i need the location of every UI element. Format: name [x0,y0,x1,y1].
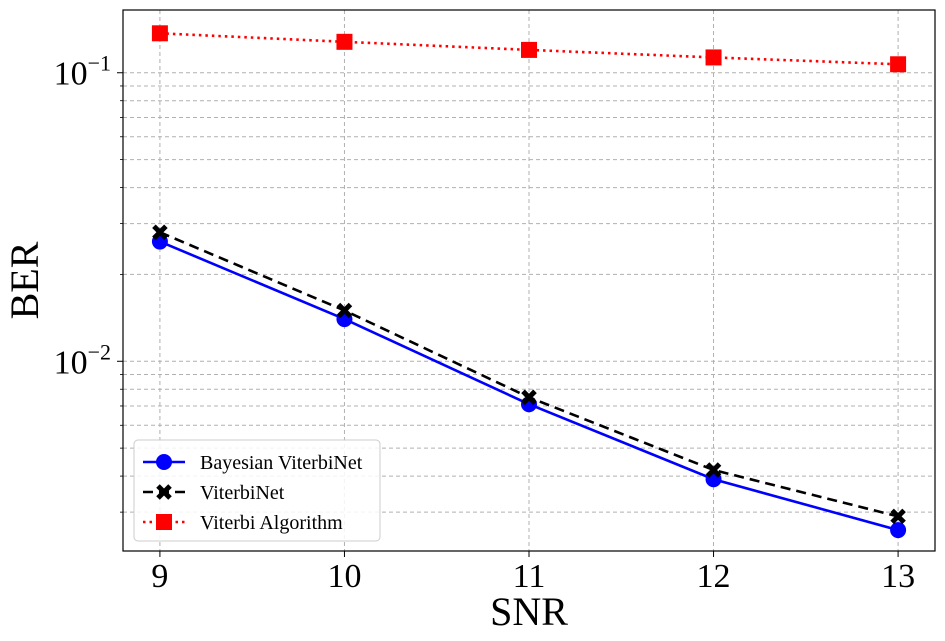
data-point [890,56,907,73]
data-point [890,522,907,539]
data-point [151,25,168,42]
data-point [152,224,168,241]
legend-item: Bayesian ViterbiNet [143,452,363,474]
data-point [336,302,353,319]
grid [123,10,935,551]
x-tick-label: 11 [513,558,546,595]
ticks: 9 10 11 12 13 10−2 10−1 [54,51,916,595]
x-tick-label: 13 [881,558,915,595]
data-point [521,41,537,58]
x-tick-label: 10 [327,558,361,595]
x-tick-label: 9 [151,558,168,595]
legend-label: Bayesian ViterbiNet [200,452,363,474]
legend-item: ViterbiNet [143,482,285,504]
data-point [705,49,722,66]
legend-marker [156,454,172,470]
legend-label: ViterbiNet [200,482,285,504]
data-point [705,462,722,478]
series-layer [151,25,907,539]
data-point [890,508,906,525]
legend-marker [156,484,172,500]
legend-item: Viterbi Algorithm [143,512,343,534]
legend: Bayesian ViterbiNet ViterbiNet Viterbi Alg… [133,439,381,542]
x-tick-label: 12 [697,558,731,595]
legend-marker [156,514,172,530]
legend-label: Viterbi Algorithm [200,512,343,534]
data-point [521,389,537,406]
series-viterbinet [152,224,906,525]
series-viterbi-algorithm [151,25,907,73]
data-point [336,33,353,50]
y-axis-title: BER [2,241,47,319]
legend-box [133,439,381,542]
y-tick-label: 10−2 [54,339,111,381]
x-axis-title: SNR [490,589,568,634]
y-tick-label: 10−1 [54,51,111,93]
